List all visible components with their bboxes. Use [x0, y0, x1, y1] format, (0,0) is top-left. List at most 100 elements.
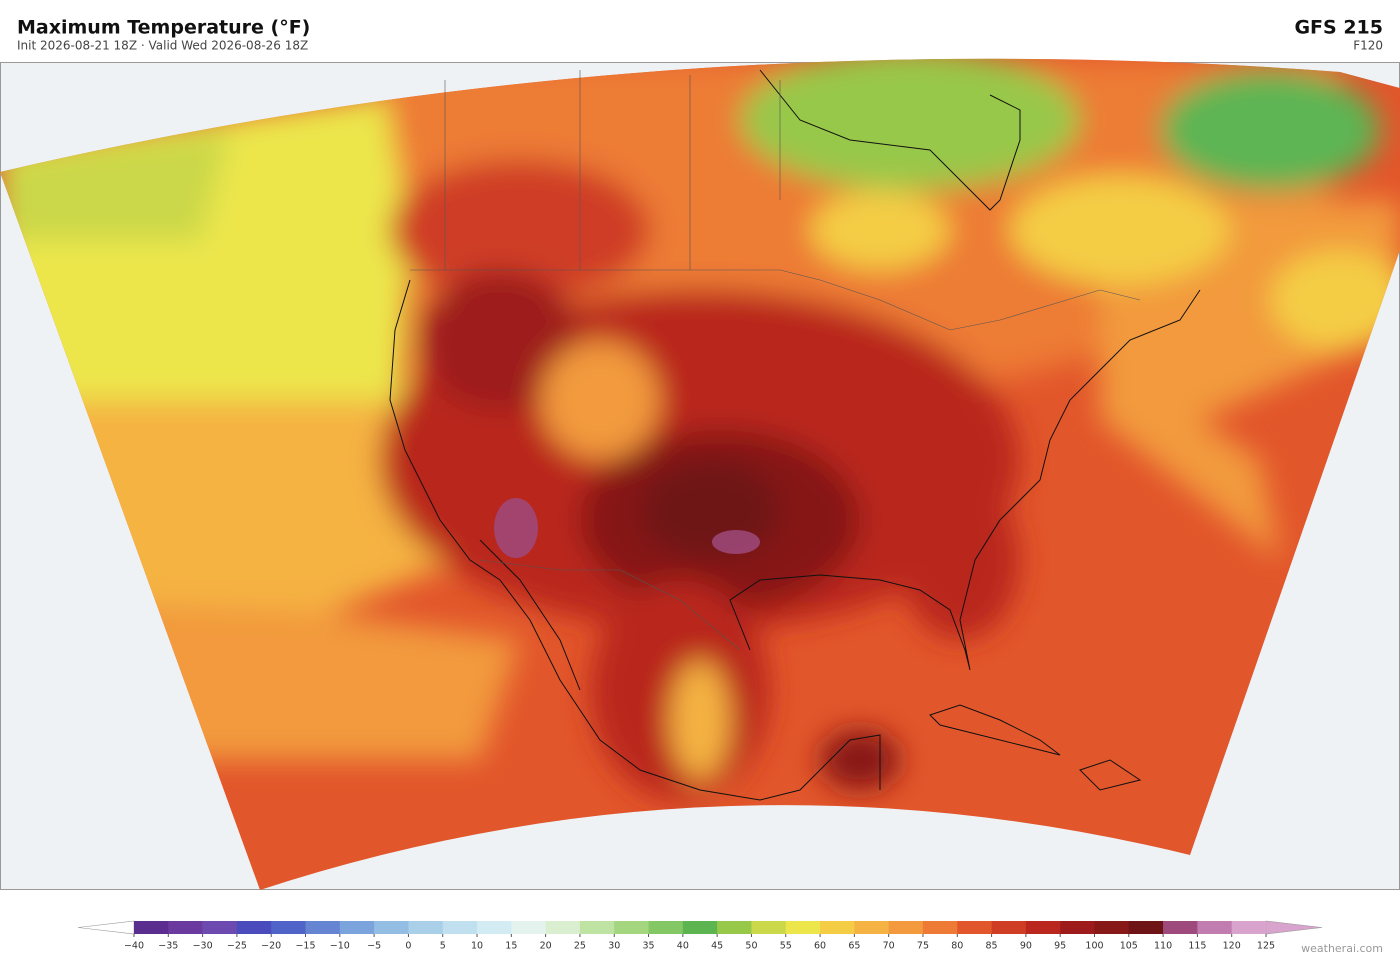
colorbar-segment — [1231, 921, 1267, 934]
colorbar-segment — [511, 921, 546, 934]
colorbar-tick-label: −20 — [261, 941, 281, 952]
coastline — [389, 279, 881, 801]
colorbar-segment — [408, 921, 444, 934]
colorbar-tick-label: 20 — [540, 941, 552, 952]
colorbar-tick-label: 80 — [951, 941, 963, 952]
colorbar-segment — [477, 921, 512, 934]
colorbar-tick-label: −35 — [158, 941, 178, 952]
colorbar-segment — [339, 921, 375, 934]
map — [0, 58, 1400, 890]
colorbar-segment — [991, 921, 1027, 934]
colorbar-segment — [1128, 921, 1164, 934]
colorbar-over — [1265, 920, 1323, 935]
coastline — [1079, 759, 1142, 791]
colorbar-segment — [1094, 921, 1130, 934]
colorbar-tick-label: 45 — [711, 941, 723, 952]
colorbar-tick-label: −10 — [330, 941, 350, 952]
colorbar-segment — [1197, 921, 1232, 934]
field-region — [820, 730, 900, 790]
colorbar-segment — [305, 921, 341, 934]
forecast-hour: F120 — [1353, 39, 1383, 53]
coastline — [759, 69, 1021, 211]
colorbar-segment — [888, 921, 924, 934]
colorbar-tick-label: −5 — [367, 941, 381, 952]
colorbar-tick-label: 5 — [440, 941, 446, 952]
colorbar-segment — [785, 921, 821, 934]
colorbar-tick-label: 120 — [1223, 941, 1241, 952]
colorbar-tick-label: 0 — [405, 941, 411, 952]
colorbar-tick-label: 110 — [1154, 941, 1172, 952]
colorbar-tick-label: 65 — [848, 941, 860, 952]
field-region — [420, 270, 580, 410]
colorbar-tick-label: 50 — [745, 941, 757, 952]
colorbar-segment — [236, 921, 272, 934]
colorbar-tick-label: 15 — [505, 941, 517, 952]
borders — [410, 70, 1141, 651]
field-region — [1010, 175, 1230, 285]
colorbar-segment — [374, 921, 409, 934]
title: Maximum Temperature (°F) — [17, 17, 310, 39]
colorbar-tick-label: 10 — [471, 941, 483, 952]
colorbar-segment — [648, 921, 684, 934]
colorbar-tick-label: 125 — [1257, 941, 1275, 952]
colorbar-segment — [1060, 921, 1095, 934]
field-peak — [494, 498, 538, 558]
colorbar-segment — [717, 921, 752, 934]
colorbar-tick-label: 55 — [780, 941, 792, 952]
colorbar-segment — [579, 921, 615, 934]
credit: weatherai.com — [1301, 942, 1383, 955]
colorbar-segment — [751, 921, 787, 934]
colorbar-tick-label: 85 — [986, 941, 998, 952]
field-region — [670, 660, 730, 780]
field-region — [390, 160, 650, 300]
colorbar-tick-label: 115 — [1188, 941, 1206, 952]
colorbar-segment — [682, 921, 718, 934]
colorbar-tick-label: 95 — [1054, 941, 1066, 952]
border — [410, 269, 1141, 331]
border — [444, 70, 781, 270]
colorbar-tick-label: −40 — [124, 941, 144, 952]
colorbar-tick-label: −25 — [227, 941, 247, 952]
field-region — [900, 480, 1020, 640]
field-region — [810, 190, 950, 270]
coastline — [929, 704, 1061, 756]
border — [479, 559, 741, 651]
colorbar-tick-label: 105 — [1120, 941, 1138, 952]
colorbar-segment — [922, 921, 958, 934]
colorbar-segment — [1163, 921, 1198, 934]
field-region — [540, 340, 660, 460]
colorbar-segment — [545, 921, 581, 934]
field-region — [740, 58, 1080, 190]
colorbar-tick-label: −15 — [295, 941, 315, 952]
colorbar-segment — [957, 921, 992, 934]
coastline — [479, 539, 581, 691]
colorbar-tick-label: 100 — [1085, 941, 1103, 952]
model-label: GFS 215 — [1294, 17, 1383, 39]
colorbar-tick-label: 75 — [917, 941, 929, 952]
colorbar-segment — [1025, 921, 1061, 934]
colorbar-segment — [820, 921, 855, 934]
coastline — [729, 289, 1201, 671]
colorbar-segment — [134, 921, 169, 934]
colorbar-under — [77, 920, 135, 935]
colorbar-segment — [168, 921, 203, 934]
colorbar-segment — [271, 921, 306, 934]
colorbar-tick-label: 25 — [574, 941, 586, 952]
colorbar-tick-label: 70 — [883, 941, 895, 952]
colorbar-tick-label: 90 — [1020, 941, 1032, 952]
field-region — [1160, 70, 1380, 190]
colorbar-segment — [854, 921, 889, 934]
colorbar-segment — [442, 921, 478, 934]
colorbar-tick-label: −30 — [193, 941, 213, 952]
field-peak — [712, 530, 760, 554]
colorbar-segment — [614, 921, 649, 934]
colorbar-tick-label: 60 — [814, 941, 826, 952]
subtitle: Init 2026-08-21 18Z · Valid Wed 2026-08-… — [17, 39, 308, 53]
colorbar-tick-label: 40 — [677, 941, 689, 952]
colorbar: −40 −35 −30 −25 −20 −15 −10 −5 0 5 10 15 20 25 30 35 40 4… — [77, 920, 1323, 952]
colorbar-tick-label: 30 — [608, 941, 620, 952]
colorbar-tick-label: 35 — [642, 941, 654, 952]
coastlines — [389, 69, 1201, 801]
